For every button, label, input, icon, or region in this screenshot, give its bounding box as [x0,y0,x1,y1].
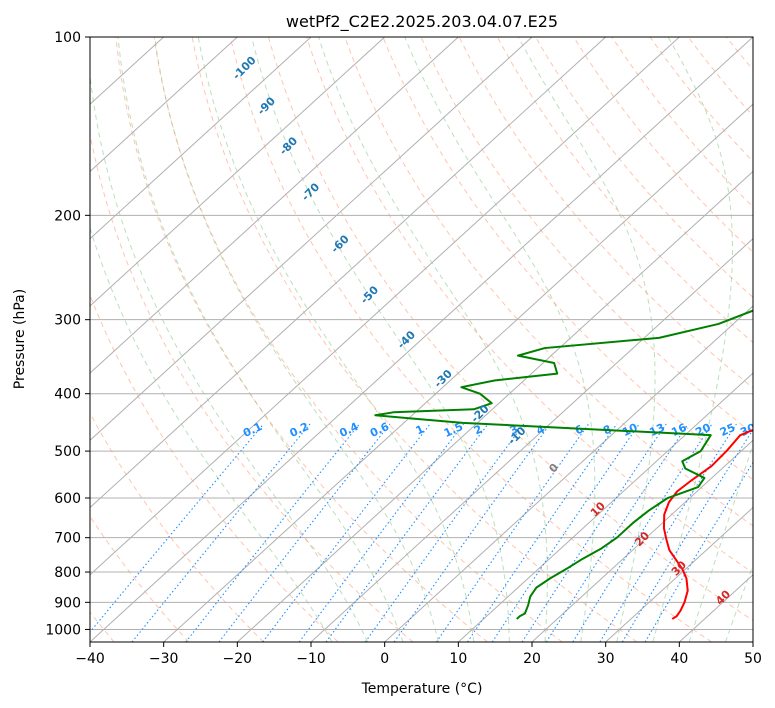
x-tick-label: 10 [449,651,467,667]
dry-adiabat [90,293,339,642]
dry-adiabat [382,37,753,481]
moist-adiabat [90,71,369,642]
mixing-ratio-line [621,428,753,642]
isotherm-gridline [90,37,680,576]
dry-adiabat [153,37,563,642]
x-tick-label: −20 [223,651,253,667]
y-tick-label: 600 [54,491,81,507]
mixing-ratio-line [218,423,391,642]
mixing-ratio-line [262,423,431,642]
isotherm-gridline [90,37,607,509]
dewpoint-profile [374,309,753,620]
plot-clip-group: 0.1 0.2 0.4 0.6 1 1.5 2 3 4 6 8 10 13 16 20 25 30 [90,37,775,642]
isotherm-gridline [236,170,753,642]
temperature-profile [662,428,753,620]
dry-adiabat [535,37,753,298]
dry-adiabat [90,131,414,642]
y-tick-label: 500 [54,444,81,460]
x-tick-label: 20 [523,651,541,667]
y-tick-label: 900 [54,595,81,611]
moist-adiabat [404,37,596,642]
y-tick-label: 1000 [45,622,81,638]
x-axis-label: Temperature (°C) [361,681,483,697]
y-tick-label: 200 [54,208,81,224]
x-tick-label: 0 [380,651,389,667]
x-tick-label: 50 [744,651,762,667]
x-axis-ticks: −40 −30 −20 −10 0 10 20 30 40 50 [75,642,762,667]
isotherm-gridline [90,37,533,442]
moist-adiabat [197,37,475,642]
dry-adiabat [765,37,775,642]
isotherm-gridline [457,372,753,642]
isotherm-gridline [163,103,753,642]
x-tick-label: −40 [75,651,105,667]
y-tick-label: 300 [54,313,81,329]
x-tick-label: −30 [149,651,179,667]
x-tick-label: 30 [597,651,615,667]
isotherm-gridline [90,37,459,374]
isotherm-gridline [531,439,753,642]
y-tick-label: 400 [54,387,81,403]
dry-adiabat [611,37,753,208]
dry-adiabat [268,37,753,622]
y-axis-ticks: 100 200 300 400 500 600 700 800 900 1000 [45,30,90,638]
chart-title: wetPf2_C2E2.2025.203.04.07.E25 [286,12,558,32]
isotherm-gridline [90,37,238,173]
isotherm-gridline [90,37,753,642]
mixing-ratio-line [435,423,590,642]
mixing-ratio-line [185,423,360,642]
isotherm-gridline [384,305,753,642]
dry-adiabat [306,37,753,574]
y-axis-label: Pressure (hPa) [12,289,28,389]
mixing-ratio-label: 13 [647,421,666,439]
x-tick-label: −10 [296,651,326,667]
moist-adiabat [688,442,753,642]
mixing-ratio-line [364,423,525,642]
y-tick-label: 100 [54,30,81,46]
mixing-ratio-line [298,423,464,642]
dry-adiabat [90,515,190,642]
mixing-ratio-line [572,423,713,642]
moist-adiabat [318,37,548,642]
plot-frame [89,36,754,643]
isotherm-gridline [90,37,312,240]
dry-adiabat [115,37,488,642]
moist-adiabat [154,37,439,642]
dry-adiabat [191,37,638,642]
mixing-ratio-line [393,423,551,642]
moist-adiabat [652,37,733,642]
dry-adiabat [229,37,712,642]
dry-adiabat [496,37,753,344]
moist-adiabat [117,37,404,642]
dry-adiabat [573,37,753,253]
mixing-ratio-line [131,423,311,642]
x-tick-label: 40 [670,651,688,667]
dry-adiabat [90,412,264,642]
y-tick-label: 800 [54,565,81,581]
mixing-ratio-line [90,423,264,633]
mixing-ratio-line [467,423,618,642]
mixing-ratio-label: 10 [620,421,640,439]
mixing-ratio-label: 25 [718,421,737,439]
moist-adiabat [90,226,333,642]
isotherm-gridline [752,641,753,642]
isotherm-gridline [605,506,753,642]
mixing-ratio-line [644,461,753,642]
mixing-ratio-line [491,423,640,642]
dry-adiabat [649,37,753,163]
isotherm-gridline [90,37,386,307]
y-tick-label: 700 [54,531,81,547]
moist-adiabat [251,37,510,642]
plot-area: 0.1 0.2 0.4 0.6 1 1.5 2 3 4 6 8 10 13 16 20 25 30-100-90… [89,36,775,643]
mixing-ratio-line [599,423,737,642]
